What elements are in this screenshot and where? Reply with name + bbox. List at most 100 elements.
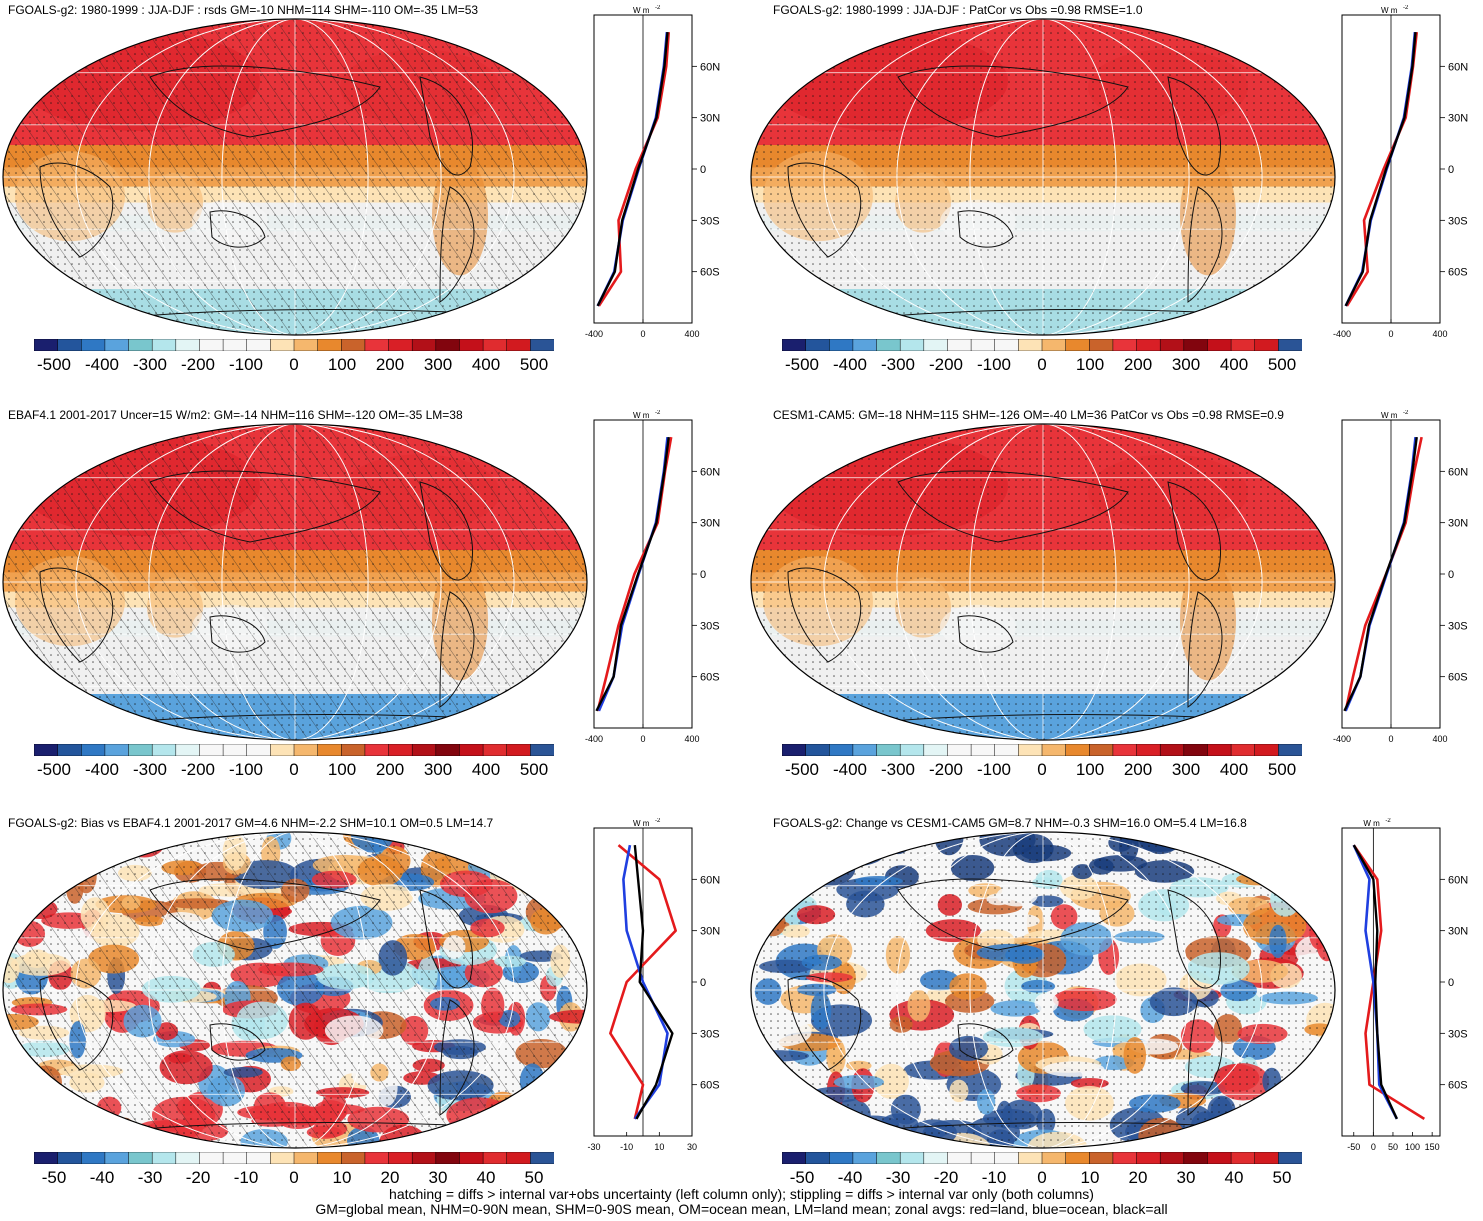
zonal-x-tick: 50 <box>1388 1142 1398 1152</box>
colorbar-swatch <box>459 744 484 756</box>
colorbar-label: 200 <box>1123 760 1153 779</box>
panel-title: FGOALS-g2: 1980-1999 : JJA-DJF : PatCor … <box>773 3 1143 17</box>
zonal-mean-plot: W m -2 60N 30N 0 30S 60S -30 -10 10 30 <box>587 818 720 1152</box>
panel-4: CESM1-CAM5: GM=-18 NHM=115 SHM=-126 OM=-… <box>748 405 1483 805</box>
zonal-series-ocean <box>622 844 669 1120</box>
coastline <box>149 65 381 138</box>
colorbar-label: 100 <box>327 760 357 779</box>
colorbar-swatch <box>1278 339 1302 351</box>
colorbar-swatch <box>1041 1152 1067 1164</box>
colorbar-label: 100 <box>1075 355 1105 374</box>
colorbar-swatch <box>293 339 319 351</box>
colorbar-label: 30 <box>428 1168 448 1187</box>
colorbar-label: -10 <box>981 1168 1007 1187</box>
colorbar-swatch <box>852 339 878 351</box>
colorbar-label: -100 <box>228 760 264 779</box>
colorbar-swatch <box>435 1152 461 1164</box>
zonal-series-land <box>1352 844 1426 1120</box>
colorbar-swatch <box>364 339 390 351</box>
colorbar-swatch <box>782 339 807 351</box>
colorbar-label: 0 <box>1037 1168 1047 1187</box>
zonal-unit-exponent: -2 <box>1403 5 1409 11</box>
colorbar-label: 0 <box>289 760 299 779</box>
zonal-unit: W m <box>1363 819 1380 828</box>
colorbar <box>34 744 554 756</box>
zonal-x-tick: -400 <box>585 329 603 339</box>
zonal-x-tick: 100 <box>1405 1142 1420 1152</box>
colorbar-swatch <box>1159 339 1185 351</box>
colorbar-swatch <box>852 1152 878 1164</box>
colorbar-label: -40 <box>89 1168 115 1187</box>
lat-label: 60N <box>700 61 720 73</box>
colorbar-swatch <box>506 1152 532 1164</box>
zonal-unit: W m <box>633 819 650 828</box>
colorbar-swatch <box>970 1152 996 1164</box>
zonal-series-ocean <box>1344 31 1417 307</box>
colorbar-swatch <box>994 339 1020 351</box>
colorbar-swatch <box>1018 744 1043 756</box>
lat-label: 30S <box>1448 620 1468 632</box>
coastline <box>957 1023 1014 1061</box>
coastline <box>957 615 1014 653</box>
colorbar-label: -100 <box>976 355 1012 374</box>
coastline <box>897 65 1129 138</box>
colorbar-swatch <box>151 744 177 756</box>
colorbar-swatch <box>506 339 532 351</box>
colorbar-swatch <box>1112 339 1138 351</box>
colorbar-swatch <box>1089 744 1114 756</box>
zonal-x-tick: 400 <box>1432 329 1447 339</box>
zonal-x-tick: 0 <box>640 734 645 744</box>
coastline <box>897 878 1129 951</box>
colorbar-label: 400 <box>1219 355 1249 374</box>
colorbar-swatch <box>293 744 319 756</box>
colorbar-swatch <box>317 1152 343 1164</box>
zonal-x-tick: -50 <box>1347 1142 1360 1152</box>
coastline <box>1187 591 1223 708</box>
zonal-x-tick: 400 <box>684 734 699 744</box>
lat-label: 60S <box>1448 672 1468 684</box>
colorbar-label: -500 <box>36 355 72 374</box>
lat-label: 60S <box>700 267 720 279</box>
colorbar-swatch <box>293 1152 319 1164</box>
zonal-x-tick: -400 <box>1333 734 1351 744</box>
colorbar-swatch <box>899 339 925 351</box>
colorbar-swatch <box>1089 339 1114 351</box>
colorbar-label: -300 <box>880 760 916 779</box>
coastline <box>787 567 862 663</box>
colorbar-swatch <box>1112 1152 1138 1164</box>
zonal-series-ocean <box>1344 436 1417 712</box>
colorbar-label: -40 <box>837 1168 863 1187</box>
zonal-series-land <box>1345 31 1419 307</box>
lat-label: 30S <box>1448 1028 1468 1040</box>
colorbar-label: -100 <box>228 355 264 374</box>
coastline <box>1167 889 1222 989</box>
colorbar-swatch <box>1278 1152 1302 1164</box>
colorbar-swatch <box>341 339 366 351</box>
lat-label: 30N <box>1448 518 1468 530</box>
colorbar-label: -50 <box>41 1168 67 1187</box>
colorbar-swatch <box>947 339 972 351</box>
colorbar-swatch <box>81 339 106 351</box>
colorbar-swatch <box>151 1152 177 1164</box>
panel-2: FGOALS-g2: 1980-1999 : JJA-DJF : PatCor … <box>748 0 1483 400</box>
colorbar-label: 50 <box>524 1168 544 1187</box>
colorbar-label: 10 <box>1080 1168 1100 1187</box>
lat-label: 30S <box>700 620 720 632</box>
colorbar-swatch <box>782 744 807 756</box>
panel-5: FGOALS-g2: Bias vs EBAF4.1 2001-2017 GM=… <box>0 813 735 1213</box>
colorbar-label: 400 <box>1219 760 1249 779</box>
zonal-mean-plot: W m -2 60N 30N 0 30S 60S -400 0 400 <box>585 5 720 339</box>
colorbar-label: 500 <box>519 760 549 779</box>
colorbar-swatch <box>364 1152 390 1164</box>
panel-6: FGOALS-g2: Change vs CESM1-CAM5 GM=8.7 N… <box>748 813 1483 1213</box>
colorbar-label: 300 <box>423 355 453 374</box>
colorbar-swatch <box>1089 1152 1114 1164</box>
lat-label: 0 <box>700 977 706 989</box>
colorbar-label: 0 <box>289 1168 299 1187</box>
colorbar-swatch <box>1230 339 1256 351</box>
colorbar-swatch <box>57 1152 83 1164</box>
colorbar-swatch <box>1112 744 1138 756</box>
colorbar-label: -200 <box>928 760 964 779</box>
lat-label: 60N <box>1448 466 1468 478</box>
colorbar-swatch <box>482 1152 508 1164</box>
